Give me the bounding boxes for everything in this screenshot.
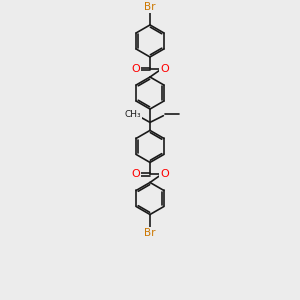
- Text: Br: Br: [144, 2, 156, 12]
- Text: O: O: [131, 64, 140, 74]
- Text: O: O: [160, 64, 169, 74]
- Text: O: O: [160, 169, 169, 179]
- Text: Br: Br: [144, 228, 156, 238]
- Text: O: O: [131, 169, 140, 179]
- Text: CH₃: CH₃: [125, 110, 142, 119]
